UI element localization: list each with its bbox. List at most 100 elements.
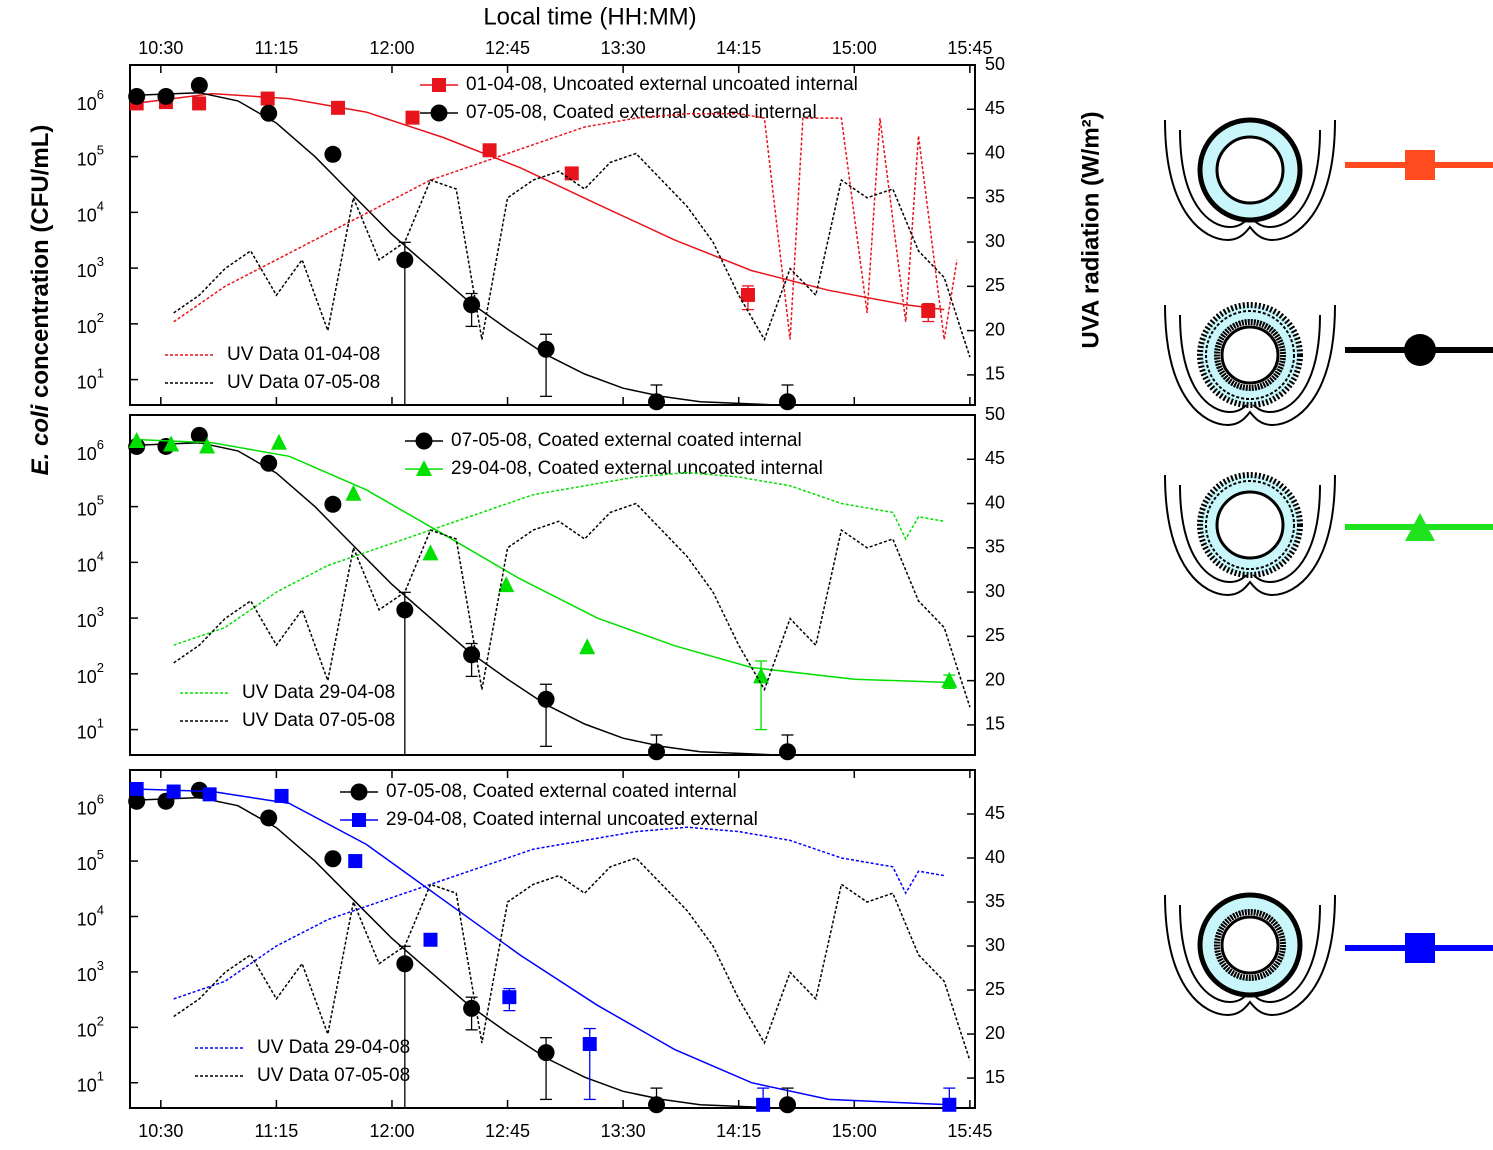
y-tick-exponent: 3 <box>97 958 104 973</box>
y-tick-label: 103 <box>77 605 104 631</box>
marker <box>260 455 277 472</box>
marker <box>423 544 439 560</box>
marker <box>424 933 438 947</box>
marker <box>275 789 289 803</box>
y-tick-label: 101 <box>77 1069 104 1095</box>
y-tick-label: 101 <box>77 716 104 742</box>
legend-label: UV Data 29-04-08 <box>242 682 395 703</box>
y-tick-base: 10 <box>77 372 97 392</box>
y-tick-exponent: 2 <box>97 660 104 675</box>
y-tick-exponent: 5 <box>97 143 104 158</box>
x-tick-label: 10:30 <box>138 1121 183 1141</box>
y-tick-label: 106 <box>77 792 104 818</box>
y-tick-base: 10 <box>77 1020 97 1040</box>
y-tick-exponent: 1 <box>97 1069 104 1084</box>
y-tick-label: 104 <box>77 199 104 225</box>
y-tick-base: 10 <box>77 94 97 114</box>
marker <box>128 88 145 105</box>
marker <box>352 813 366 827</box>
y-tick-exponent: 4 <box>97 549 104 564</box>
x-tick-label: 12:45 <box>485 38 530 58</box>
y2-tick-label: 35 <box>985 891 1005 911</box>
y-tick-base: 10 <box>77 667 97 687</box>
series <box>174 827 945 999</box>
uv-line <box>174 473 945 646</box>
marker <box>538 1044 555 1061</box>
x-tick-label: 11:15 <box>255 1121 299 1141</box>
y2-tick-label: 25 <box>985 979 1005 999</box>
y2-axis-title: UVA radiation (W/m²) <box>1077 111 1104 348</box>
y2-tick-label: 40 <box>985 847 1005 867</box>
series <box>174 858 970 1061</box>
legend-label: UV Data 29-04-08 <box>257 1037 410 1058</box>
legend-label: 29-04-08, Coated internal uncoated exter… <box>386 809 758 830</box>
legend-label: UV Data 07-05-08 <box>242 710 395 731</box>
y2-tick-label: 45 <box>985 448 1005 468</box>
marker <box>348 854 362 868</box>
marker <box>261 92 275 106</box>
y-tick-exponent: 4 <box>97 199 104 214</box>
legend-label: UV Data 07-05-08 <box>227 372 380 393</box>
y2-tick-label: 45 <box>985 98 1005 118</box>
legend-icons <box>1165 120 1493 1015</box>
y-tick-label: 105 <box>77 143 104 169</box>
y-tick-label: 106 <box>77 87 104 113</box>
marker <box>648 393 665 410</box>
marker <box>431 105 448 122</box>
y-tick-base: 10 <box>77 798 97 818</box>
marker <box>167 785 181 799</box>
y-tick-exponent: 2 <box>97 310 104 325</box>
marker <box>941 672 957 688</box>
x-tick-label: 12:00 <box>369 1121 414 1141</box>
x-tick-label: 15:45 <box>947 1121 992 1141</box>
legend-label: 01-04-08, Uncoated external uncoated int… <box>466 74 858 95</box>
marker <box>396 251 413 268</box>
marker <box>396 955 413 972</box>
legend-label: 29-04-08, Coated external uncoated inter… <box>451 458 823 479</box>
uv-line <box>174 858 970 1061</box>
marker <box>463 1000 480 1017</box>
marker <box>191 77 208 94</box>
y-tick-exponent: 5 <box>97 848 104 863</box>
y-tick-label: 104 <box>77 903 104 929</box>
y-tick-label: 102 <box>77 310 104 336</box>
x-tick-label: 14:15 <box>716 1121 761 1141</box>
chart: Local time (HH:MM) E. coli concentration… <box>0 0 1493 1150</box>
marker <box>324 850 341 867</box>
marker <box>779 393 796 410</box>
x-tick-label: 13:30 <box>601 38 646 58</box>
marker <box>157 88 174 105</box>
y-tick-label: 104 <box>77 549 104 575</box>
marker <box>271 434 287 450</box>
y-tick-exponent: 6 <box>97 87 104 102</box>
marker <box>396 601 413 618</box>
y-tick-exponent: 3 <box>97 255 104 270</box>
marker <box>565 166 579 180</box>
marker <box>203 787 217 801</box>
y2-tick-label: 15 <box>985 714 1005 734</box>
y-axis-title-italic: E. coli <box>27 403 54 475</box>
marker <box>538 341 555 358</box>
y-tick-base: 10 <box>77 444 97 464</box>
marker <box>502 990 516 1004</box>
y-tick-exponent: 6 <box>97 792 104 807</box>
y-tick-base: 10 <box>77 555 97 575</box>
marker <box>648 1096 665 1113</box>
marker <box>942 1098 956 1112</box>
marker <box>260 809 277 826</box>
x-tick-label: 13:30 <box>601 1121 646 1141</box>
y-tick-exponent: 1 <box>97 366 104 381</box>
marker <box>351 784 368 801</box>
y-tick-base: 10 <box>77 909 97 929</box>
y-tick-base: 10 <box>77 854 97 874</box>
x-tick-label: 12:45 <box>485 1121 530 1141</box>
marker <box>779 743 796 760</box>
marker <box>130 782 144 796</box>
marker <box>579 638 595 654</box>
y-tick-base: 10 <box>77 965 97 985</box>
y2-tick-label: 45 <box>985 803 1005 823</box>
marker <box>921 304 935 318</box>
legend-label: UV Data 01-04-08 <box>227 344 380 365</box>
icon-coated-external <box>1165 475 1493 595</box>
y2-tick-label: 20 <box>985 319 1005 339</box>
